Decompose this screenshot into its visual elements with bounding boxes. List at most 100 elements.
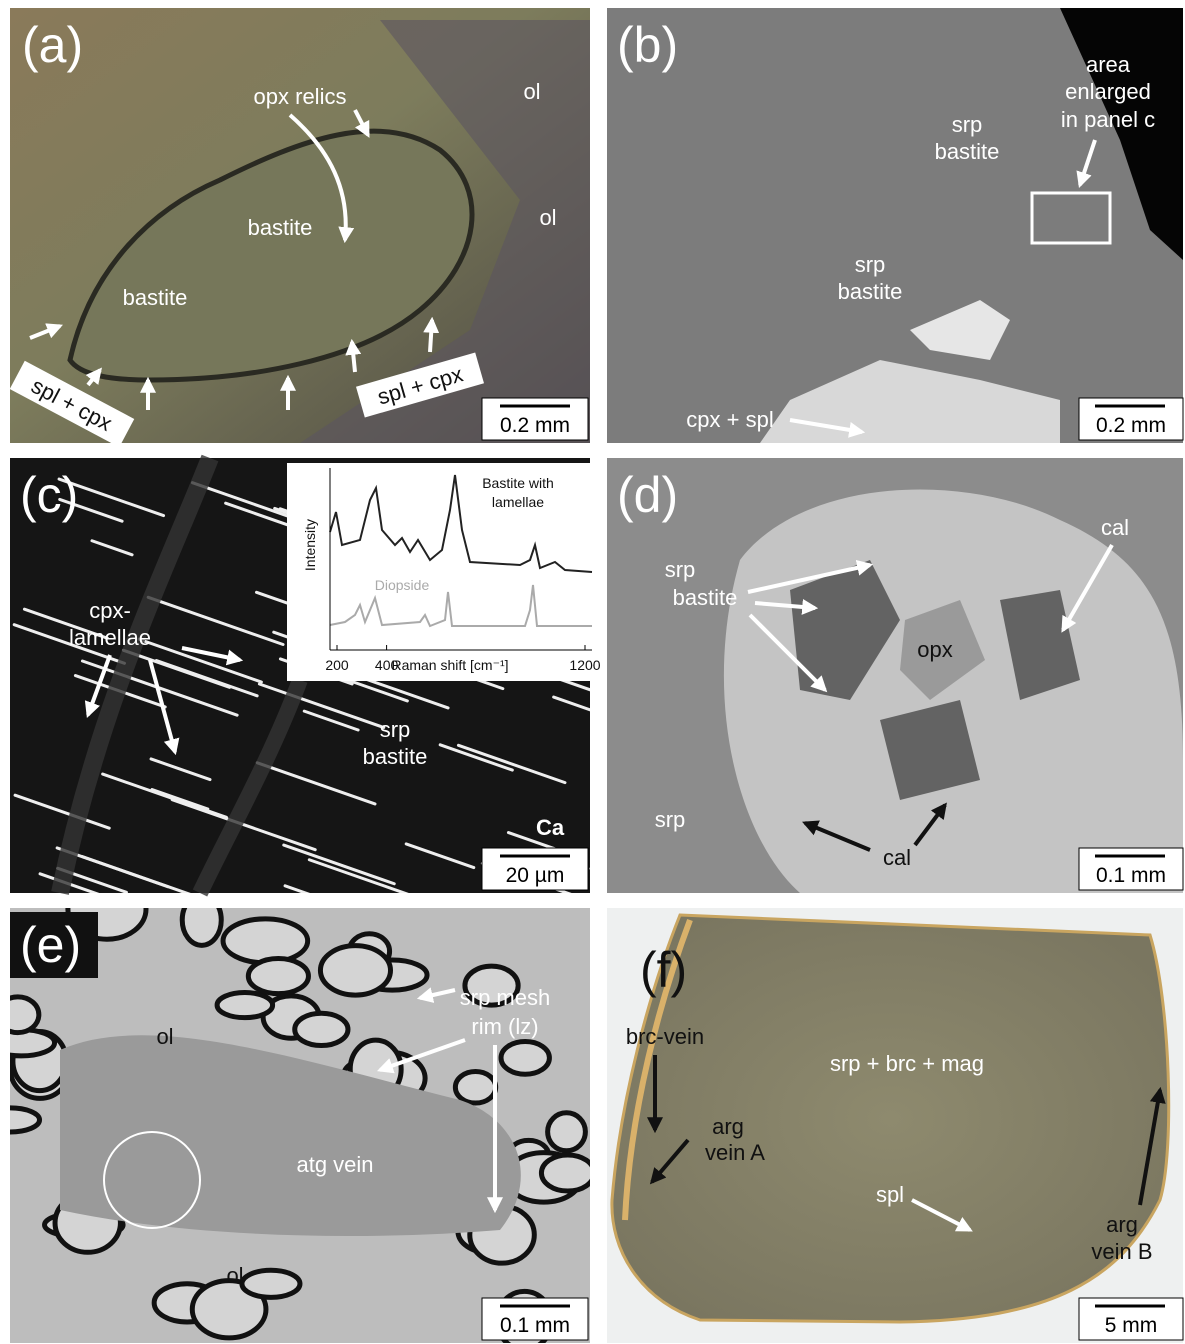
annotation: cal	[1101, 515, 1129, 540]
lamella	[137, 637, 263, 684]
annotation: brc-vein	[626, 1024, 704, 1049]
atg-vein	[60, 1035, 521, 1236]
olivine-cell	[545, 1110, 588, 1154]
olivine-cell	[10, 1027, 58, 1059]
annotation: srp	[855, 252, 886, 277]
annotation: arg	[712, 1114, 744, 1139]
panel-label: (d)	[617, 467, 678, 523]
olivine-cell	[189, 1278, 269, 1341]
annotation: in panel c	[1061, 107, 1155, 132]
lamella	[302, 709, 360, 732]
panel-e: (e) ol srp mesh rim (lz) atg vein ol 0.1…	[10, 908, 590, 1343]
highlight-circle	[103, 1131, 201, 1229]
scale-bar-label: 0.1 mm	[500, 1314, 570, 1337]
lamella	[149, 757, 212, 782]
olivine-cell	[239, 1267, 303, 1300]
annotation: bastite	[838, 279, 903, 304]
annotation: srp	[655, 807, 686, 832]
lamella	[80, 855, 191, 893]
annotation: enlarged	[1065, 79, 1151, 104]
annotation: srp mesh	[460, 985, 550, 1010]
olivine-cell	[10, 1105, 43, 1135]
scale-bar-label: 0.2 mm	[500, 414, 570, 437]
annotation: opx relics	[254, 84, 347, 109]
annotation: atg vein	[296, 1152, 373, 1177]
annotation: srp	[380, 717, 411, 742]
series-label: Diopside	[375, 577, 430, 593]
cpx-spl-area	[760, 360, 1060, 443]
y-axis-label: Intensity	[302, 519, 318, 571]
x-tick-label: 200	[325, 657, 349, 673]
olivine-cell	[10, 994, 42, 1036]
spectrum-diopside	[329, 584, 592, 628]
lamella	[101, 772, 228, 819]
x-tick-label: 400	[375, 657, 399, 673]
arrows	[802, 802, 947, 852]
arrows	[29, 109, 440, 410]
lamella	[438, 743, 514, 772]
arrows	[747, 544, 1114, 693]
series-label: lamellae	[492, 494, 544, 510]
lamella	[150, 788, 210, 811]
arrows	[647, 1055, 1166, 1206]
olivine-cell	[245, 956, 311, 997]
lamella	[190, 481, 306, 524]
arrows	[84, 646, 244, 756]
olivine-cell	[220, 916, 311, 966]
lamella	[22, 607, 109, 640]
annotation: bastite	[248, 215, 313, 240]
annotation: rim (lz)	[471, 1014, 538, 1039]
scale-bar-label: 20 µm	[506, 864, 565, 887]
annotation: Ca	[536, 815, 565, 840]
arrows	[376, 987, 503, 1214]
annotation: ol	[156, 1024, 173, 1049]
x-tick-label: 1200	[569, 657, 600, 673]
scale-bar-label: 5 mm	[1105, 1314, 1158, 1337]
x-axis-label: Raman shift [cm⁻¹]	[391, 657, 508, 673]
panel-label: (a)	[22, 17, 83, 73]
lamella	[146, 595, 285, 647]
annotation: vein A	[705, 1140, 765, 1165]
lamella	[456, 743, 567, 785]
lamella	[404, 842, 476, 870]
arrows	[789, 139, 1097, 438]
annotation: bastite	[123, 285, 188, 310]
annotation: arg	[1106, 1212, 1138, 1237]
panel-a: (a) opx relics bastite bastite ol ol spl…	[9, 8, 590, 448]
panel-label: (c)	[20, 467, 78, 523]
olivine-cell	[179, 908, 224, 948]
lamella	[58, 497, 124, 523]
panel-f: (f) brc-vein arg vein A srp + brc + mag …	[607, 908, 1184, 1343]
annotation: ol	[539, 205, 556, 230]
opx-relic	[900, 600, 985, 700]
annotation: srp + brc + mag	[830, 1051, 984, 1076]
annotation: bastite	[363, 744, 428, 769]
lamella	[307, 858, 409, 893]
scale-bar-label: 0.1 mm	[1096, 864, 1166, 887]
annotation: area	[1086, 52, 1131, 77]
annotation: bastite	[673, 585, 738, 610]
annotation: cpx-	[89, 598, 131, 623]
lamella	[57, 477, 166, 518]
panel-b: (b) area enlarged in panel c srp bastite…	[607, 8, 1184, 443]
lamella	[255, 761, 377, 806]
lamella	[12, 623, 126, 665]
annotation: srp	[665, 557, 696, 582]
thin-section	[610, 913, 1171, 1324]
bright-grain	[910, 300, 1010, 360]
lamella	[344, 678, 409, 703]
panel-label: (e)	[20, 917, 81, 973]
series-label: Bastite with	[482, 475, 554, 491]
annotation: lamellae	[69, 625, 151, 650]
enlarged-area	[1030, 191, 1112, 245]
label-box	[10, 912, 98, 978]
scale-bar-label: 0.2 mm	[1096, 414, 1166, 437]
olivine-area	[300, 20, 590, 443]
annotation: bastite	[935, 139, 1000, 164]
olivine-cell	[317, 943, 394, 998]
spectrum-bastite	[329, 474, 593, 573]
annotation: cpx + spl	[686, 407, 773, 432]
annotation: srp	[952, 112, 983, 137]
annotation: ol	[523, 79, 540, 104]
